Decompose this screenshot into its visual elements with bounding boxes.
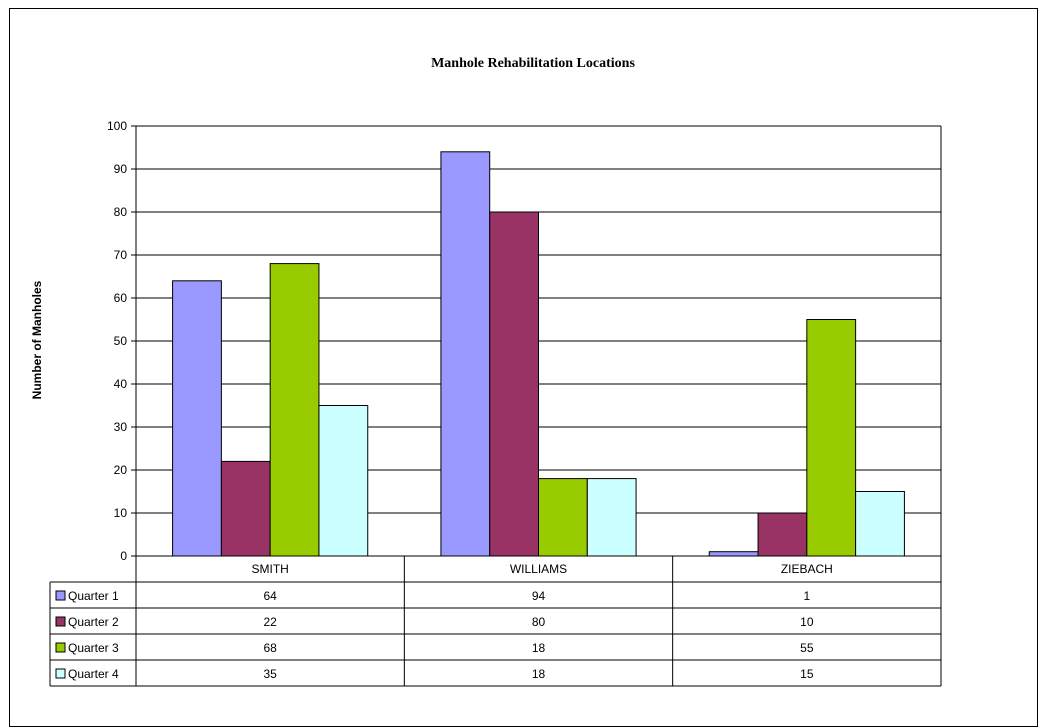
legend-label: Quarter 1 (68, 589, 119, 603)
table-cell-value: 10 (800, 615, 814, 629)
bar (440, 151, 491, 557)
bars (172, 151, 905, 557)
table-cell-value: 1 (803, 589, 810, 603)
legend-label: Quarter 2 (68, 615, 119, 629)
bar (538, 478, 588, 557)
bar (757, 512, 808, 557)
y-tick-label: 40 (114, 377, 128, 391)
table-cell-value: 35 (263, 667, 277, 681)
y-tick-label: 50 (114, 334, 128, 348)
chart-title: Manhole Rehabilitation Locations (431, 56, 635, 71)
category-label: SMITH (251, 562, 288, 576)
legend-swatch (55, 590, 66, 601)
y-axis-label: Number of Manholes (30, 280, 44, 399)
table-cell-value: 64 (263, 589, 277, 603)
table-cell-value: 55 (800, 641, 814, 655)
category-label: ZIEBACH (781, 562, 833, 576)
y-tick-label: 0 (120, 549, 127, 563)
y-tick-label: 70 (114, 248, 128, 262)
data-table: SMITH WILLIAMS ZIEBACH Quarter 1 64 94 1 Quarte… (49, 555, 942, 687)
chart-frame (9, 8, 1038, 727)
bar (172, 280, 222, 557)
y-tick-label: 80 (114, 205, 128, 219)
y-tick-label: 20 (114, 463, 128, 477)
y-tick-label: 90 (114, 162, 128, 176)
bar (708, 551, 759, 557)
legend-swatch (55, 642, 66, 653)
table-cell-value: 22 (263, 615, 277, 629)
y-tick-label: 60 (114, 291, 128, 305)
table-cell-value: 80 (532, 615, 546, 629)
table-cell-value: 18 (532, 641, 546, 655)
table-cell-value: 68 (263, 641, 277, 655)
legend-label: Quarter 4 (68, 667, 119, 681)
table-cell-value: 94 (532, 589, 546, 603)
bar (318, 405, 369, 557)
table-cell-value: 18 (532, 667, 546, 681)
bar (586, 478, 637, 557)
y-axis-ticks: 0 10 20 30 40 50 60 70 80 90 100 (107, 119, 136, 563)
table-cell-value: 15 (800, 667, 814, 681)
legend-label: Quarter 3 (68, 641, 119, 655)
bar (855, 491, 905, 557)
y-tick-label: 100 (107, 119, 127, 133)
legend-swatch (55, 668, 66, 679)
bar (806, 319, 857, 557)
bar (489, 211, 540, 557)
bar (269, 263, 320, 557)
bar (220, 460, 271, 557)
y-tick-label: 30 (114, 420, 128, 434)
category-label: WILLIAMS (510, 562, 567, 576)
legend-swatch (55, 616, 66, 627)
y-tick-label: 10 (114, 506, 128, 520)
